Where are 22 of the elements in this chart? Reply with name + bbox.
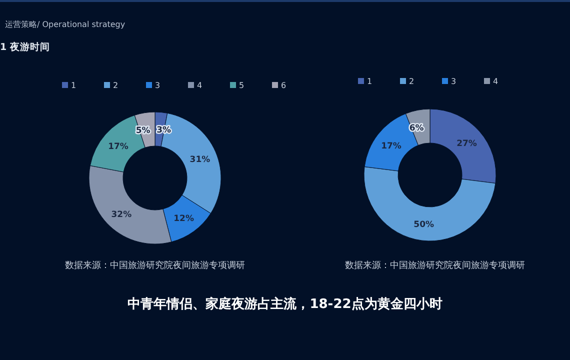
legend-label: 2 (113, 81, 118, 90)
data-label: 17% (108, 142, 129, 152)
legend-label: 1 (71, 81, 76, 90)
data-label: 31% (190, 155, 211, 166)
legend-label: 4 (197, 81, 202, 90)
legend-label: 2 (409, 77, 414, 86)
legend-label: 4 (493, 77, 498, 86)
source-note: 数据来源：中国旅游研究院夜间旅游专项调研 (65, 260, 245, 271)
legend-label: 5 (239, 81, 244, 90)
legend-label: 3 (155, 81, 160, 90)
legend-label: 3 (451, 77, 456, 86)
legend-label: 6 (281, 81, 286, 90)
text: 1 夜游时间 (0, 41, 50, 53)
data-label: 17% (381, 141, 402, 152)
data-label: 12% (174, 214, 194, 224)
data-label: 50% (414, 220, 435, 230)
source-note: 数据来源：中国旅游研究院夜间旅游专项调研 (345, 260, 525, 271)
legend-label: 1 (367, 77, 372, 86)
data-label: 27% (456, 139, 478, 150)
text: 运营策略/ Operational strategy (5, 20, 126, 29)
text: 中青年情侣、家庭夜游占主流，18-22点为黄金四小时 (128, 296, 442, 312)
data-label: 32% (111, 210, 132, 220)
